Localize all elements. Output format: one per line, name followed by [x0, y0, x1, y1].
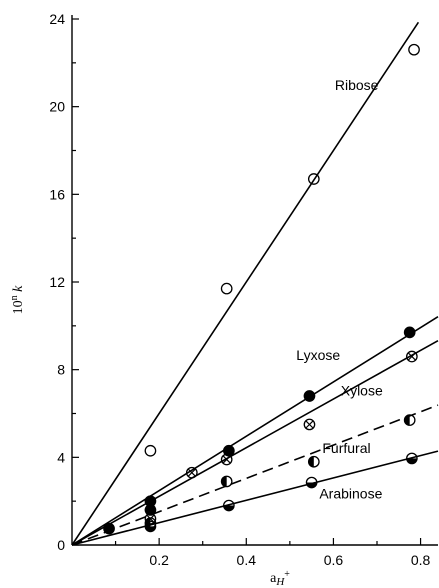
x-axis-title: aH+ [270, 569, 290, 588]
x-tick-label: 0.2 [149, 552, 169, 568]
lyxose-fit-line [71, 316, 439, 546]
series-labels-layer: Ribose Lyxose Xylose Furfural Arabinose [296, 77, 383, 501]
xylose-fit-line [71, 339, 439, 546]
furfural-data-point [220, 475, 233, 488]
lyxose-data-point [144, 495, 157, 508]
lyxose-data-point [303, 390, 316, 402]
fit-lines-layer [71, 21, 439, 546]
arabinose-fit-line [71, 450, 439, 546]
ribose-fit-line [71, 21, 420, 546]
x-tick-label: 0.6 [324, 552, 344, 568]
ribose-data-point [408, 43, 420, 56]
ribose-data-point [307, 173, 320, 185]
arabinose-data-point [406, 452, 418, 465]
lyxose-data-point [223, 444, 235, 457]
xylose-data-point [220, 453, 233, 466]
x-tick-label: 0.4 [237, 552, 257, 568]
y-tick-label: 12 [49, 274, 65, 290]
y-tick-label: 0 [57, 537, 65, 553]
x-tick-label: 0.8 [411, 552, 431, 568]
ribose-data-point [144, 444, 157, 457]
arabinose-series-label: Arabinose [319, 486, 382, 502]
xylose-data-point [185, 466, 198, 479]
ribose-series-label: Ribose [335, 77, 379, 93]
arabinose-data-point [144, 520, 157, 533]
furfural-series-label: Furfural [322, 440, 370, 456]
lyxose-data-point [403, 326, 416, 339]
arabinose-data-point [223, 499, 235, 512]
xylose-data-point [303, 418, 316, 431]
y-tick-label: 24 [49, 11, 65, 27]
furfural-data-point [403, 414, 416, 426]
data-points-layer [103, 43, 420, 535]
furfural-fit-line [71, 404, 439, 546]
lyxose-data-point [103, 522, 115, 535]
y-tick-label: 4 [57, 449, 65, 465]
y-tick-label: 8 [57, 362, 65, 378]
arabinose-data-point [305, 476, 318, 489]
y-tick-label: 16 [49, 186, 65, 202]
ribose-data-point [220, 282, 233, 295]
y-tick-label: 20 [49, 99, 65, 115]
lyxose-series-label: Lyxose [296, 347, 340, 363]
y-axis-title: 10n k [9, 285, 26, 315]
axes-layer: 0 4 8 12 16 20 24 0.2 0.4 0.6 0.8 [49, 11, 438, 568]
xylose-data-point [406, 350, 418, 363]
furfural-data-point [307, 455, 320, 468]
xylose-series-label: Xylose [341, 382, 383, 398]
